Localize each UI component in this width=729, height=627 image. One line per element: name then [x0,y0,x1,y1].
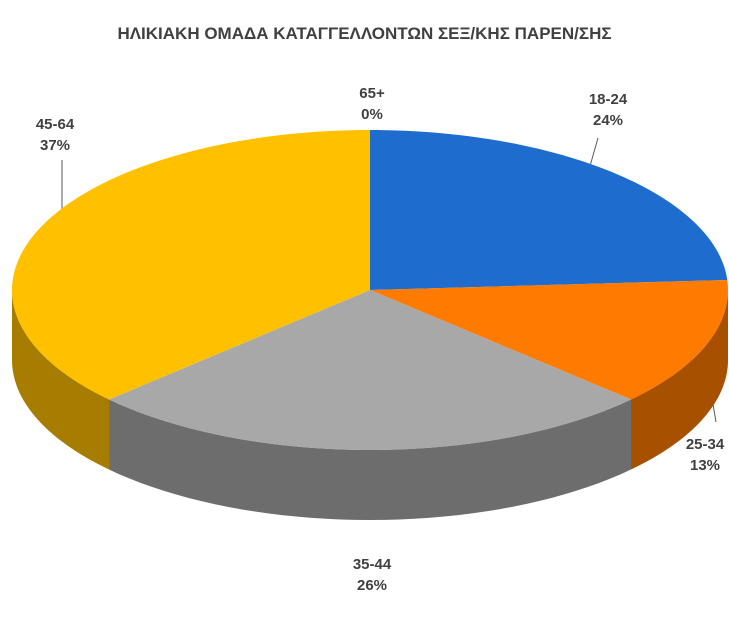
pie-side [12,290,110,470]
chart-title-box: ΗΛΙΚΙΑΚΗ ΟΜΑΔΑ ΚΑΤΑΓΓΕΛΛΟΝΤΩΝ ΣΕΞ/ΚΗΣ ΠΑ… [0,22,729,46]
pie-slice [370,130,728,290]
data-label-category: 45-64 [36,116,75,133]
data-label-category: 25-34 [686,436,725,453]
leader-line [589,137,599,167]
pie-slice [109,290,631,450]
data-label-category: 18-24 [589,91,628,108]
data-label-category: 65+ [359,85,385,102]
data-label-value: 24% [593,112,623,129]
pie-side [630,290,728,470]
pie-slice [370,279,728,400]
pie-slice [12,130,371,400]
data-label-value: 13% [690,457,720,474]
data-label-category: 35-44 [353,556,392,573]
data-label-value: 26% [357,577,387,594]
pie-side-shade [630,290,728,470]
pie-side [109,399,631,520]
pie-side-shade [12,290,110,470]
chart-title: ΗΛΙΚΙΑΚΗ ΟΜΑΔΑ ΚΑΤΑΓΓΕΛΛΟΝΤΩΝ ΣΕΞ/ΚΗΣ ΠΑ… [117,24,612,43]
data-label-value: 0% [361,106,383,123]
data-label-value: 37% [40,137,70,154]
pie-side-shade [109,399,631,520]
